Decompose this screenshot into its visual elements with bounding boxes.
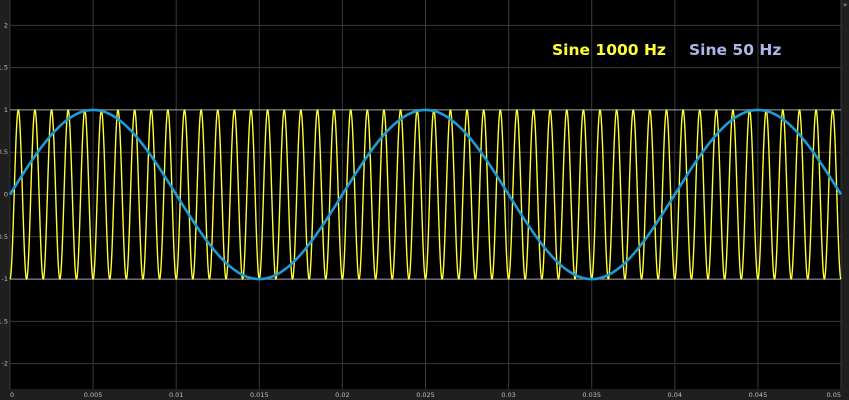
legend: Sine 1000 Hz Sine 50 Hz <box>552 41 781 59</box>
x-tick-label: 0.035 <box>582 391 601 399</box>
series-group <box>8 108 843 281</box>
legend-entry: Sine 1000 Hz <box>552 41 666 59</box>
y-tick-label: 2 <box>4 21 8 29</box>
x-tick-label: 0.01 <box>169 391 183 399</box>
corner-marker: » <box>843 1 847 9</box>
legend-entry: Sine 50 Hz <box>689 41 781 59</box>
x-axis-ticks: 0 0.005 0.01 0.015 0.02 0.025 0.03 0.035 0.04 0.0… <box>10 391 841 399</box>
x-tick-label: 0.015 <box>250 391 269 399</box>
y-tick-label: -1.5 <box>0 317 8 325</box>
series-line-sine-50hz <box>8 108 843 281</box>
x-tick-label: 0.025 <box>416 391 435 399</box>
x-tick-label: 0.04 <box>668 391 682 399</box>
y-tick-label: 0 <box>4 191 8 199</box>
x-tick-label: 0.045 <box>749 391 768 399</box>
x-tick-label: 0.03 <box>501 391 515 399</box>
x-tick-label: 0.02 <box>335 391 349 399</box>
x-tick-label: 0.005 <box>84 391 103 399</box>
y-tick-label: 1.5 <box>0 64 8 72</box>
y-tick-label: 1 <box>4 106 8 114</box>
y-tick-label: 0.5 <box>0 148 8 156</box>
y-tick-label: -2 <box>2 360 8 368</box>
x-tick-label: 0.05 <box>827 391 841 399</box>
y-tick-label: -0.5 <box>0 233 8 241</box>
y-tick-label: -1 <box>2 275 8 283</box>
x-tick-label: 0 <box>10 391 14 399</box>
y-axis-ticks: 2 1.5 1 0.5 0 -0.5 -1 -1.5 -2 <box>0 21 8 367</box>
